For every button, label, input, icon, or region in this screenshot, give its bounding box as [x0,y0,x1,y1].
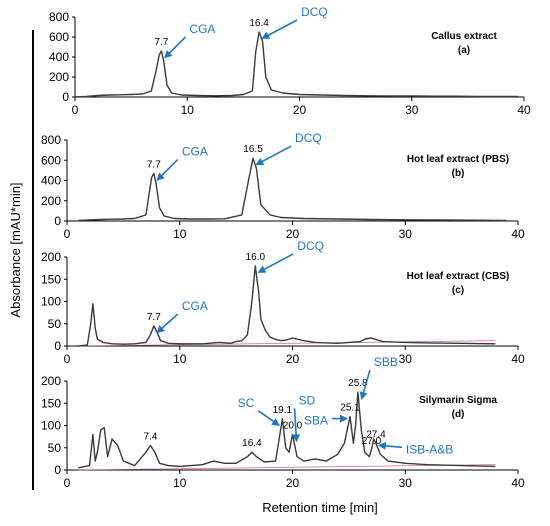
annotation-arrow [156,158,179,181]
x-tick-label: 0 [64,476,71,490]
y-tick-label: 400 [41,174,61,188]
y-tick-label: 600 [41,153,61,167]
y-tick-label: 100 [41,419,61,433]
annotation-label: ISB-A&B [406,442,453,456]
x-tick-label: 40 [511,227,525,241]
y-tick-label: 0 [62,90,69,104]
annotation-label: SBA [304,414,328,428]
x-tick-label: 20 [286,227,300,241]
y-tick-label: 50 [48,317,62,331]
peak-label: 27.0 [362,436,382,447]
x-tick-label: 20 [286,476,300,490]
peak-label: 27.4 [366,429,386,440]
panel-title: Callus extract [431,31,497,42]
x-tick-label: 20 [286,352,300,366]
x-axis-label: Retention time [min] [262,500,378,515]
annotation-label: SC [238,396,255,410]
y-tick-label: 200 [41,194,61,208]
annotation-arrow [377,441,403,450]
peak-label: 25.8 [348,378,368,389]
x-tick-label: 0 [72,103,79,117]
y-tick-label: 0 [54,214,61,228]
y-tick-label: 600 [49,30,69,44]
annotation-label: SBB [374,355,398,369]
x-tick-label: 0 [64,227,71,241]
y-tick-label: 50 [48,441,62,455]
y-tick-label: 0 [54,339,61,353]
x-tick-label: 30 [399,352,413,366]
y-tick-label: 100 [41,295,61,309]
chart-panel-3: 0 50 100 150 200 0 10 20 30 40 7.7 16.0 CGA DCQ Hot le… [41,239,525,366]
peak-label: 16.5 [243,144,263,155]
annotation-label: DCQ [295,131,322,145]
y-tick-label: 800 [41,133,61,147]
peak-label: 7.7 [147,312,161,323]
peak-label: 20.0 [283,420,303,431]
chromatogram-trace [74,31,519,98]
annotation-arrow [261,19,298,39]
baseline-line [78,340,496,347]
annotation-label: CGA [182,144,208,158]
peak-label: 16.0 [246,252,266,263]
peak-label: 7.4 [143,432,157,443]
x-tick-label: 10 [173,352,187,366]
x-tick-label: 40 [517,103,531,117]
peak-label: 16.4 [249,18,269,29]
x-tick-label: 40 [511,352,525,366]
y-tick-label: 150 [41,396,61,410]
x-tick-label: 10 [181,103,195,117]
chromatogram-trace [78,391,496,469]
panel-subtitle: (d) [452,409,465,420]
x-tick-label: 30 [399,227,413,241]
chart-panel-1: 0 200 400 600 800 0 10 20 30 40 7.7 16.4 CGA DCQ Callu… [49,5,531,117]
annotation-arrow [164,36,186,59]
peak-label: 16.4 [242,438,262,449]
x-tick-label: 0 [64,352,71,366]
x-tick-label: 40 [511,476,525,490]
annotation-arrow [292,408,301,443]
baseline-line [78,464,496,471]
annotation-arrow [156,313,179,334]
annotation-label: DCQ [301,5,328,19]
panel-title: Hot leaf extract (PBS) [407,154,509,165]
annotation-label: SD [299,393,316,407]
peak-label: 7.7 [154,37,168,48]
panel-subtitle: (c) [452,285,464,296]
peak-label: 7.7 [147,159,161,170]
chromatogram-trace [78,265,496,347]
chromatogram-trace [78,157,507,222]
annotation-label: DCQ [297,239,324,253]
y-tick-label: 400 [49,50,69,64]
x-tick-label: 30 [405,103,419,117]
y-tick-label: 200 [49,70,69,84]
x-tick-label: 10 [173,227,187,241]
peak-label: 25.1 [340,403,360,414]
x-tick-label: 30 [399,476,413,490]
peak-label: 19.1 [273,405,293,416]
annotation-label: CGA [189,22,215,36]
panel-title: Hot leaf extract (CBS) [407,271,510,282]
y-tick-label: 0 [54,463,61,477]
y-tick-label: 800 [49,10,69,24]
x-tick-label: 10 [173,476,187,490]
panel-subtitle: (b) [452,168,465,179]
panel-subtitle: (a) [458,45,470,56]
panel-title: Silymarin Sigma [419,395,497,406]
annotation-arrow [359,369,371,401]
annotation-arrow [257,253,294,273]
y-tick-label: 200 [41,374,61,388]
annotation-arrow [257,410,280,426]
annotation-label: CGA [182,299,208,313]
x-tick-label: 20 [293,103,307,117]
y-tick-label: 150 [41,272,61,286]
y-axis-label: Absorbance [mAU*min] [8,182,23,317]
chart-panel-2: 0 200 400 600 800 0 10 20 30 40 7.7 16.5 CGA DCQ Hot l… [41,131,525,241]
annotation-arrow [255,145,292,166]
y-tick-label: 200 [41,250,61,264]
